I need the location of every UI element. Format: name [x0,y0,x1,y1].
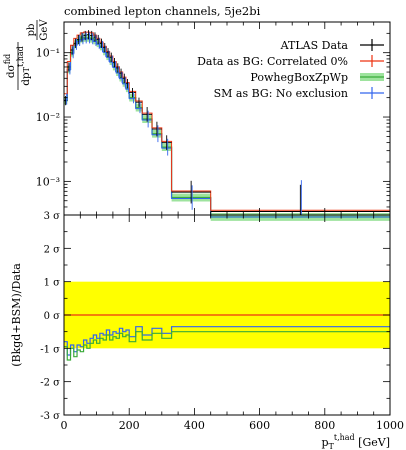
xlabel: pTt,had [GeV] [321,433,390,450]
main-ytick-label: 10⁻² [36,111,60,124]
ratio-ylabel: (Bkgd+BSM)/Data [10,263,23,367]
main-ytick-label: 10⁻³ [36,175,60,188]
xtick-label: 1000 [376,419,404,432]
main-ytick-label: 10⁻¹ [36,47,60,60]
main-ylabel-unit-num: pb [26,24,37,37]
ratio-ytick-label: 2 σ [44,244,61,255]
ratio-ytick-label: 0 σ [44,311,61,322]
xtick-label: 600 [249,419,270,432]
legend-label: Data as BG: Correlated 0% [197,55,348,68]
xtick-label: 400 [184,419,205,432]
main-plot [64,30,390,221]
legend: ATLAS Data Data as BG: Correlated 0% Powhe… [197,39,384,100]
xtick-label: 200 [119,419,140,432]
data-bg-line [64,31,390,211]
tick-layer: 10⁻³ 10⁻² 10⁻¹ 3 σ 2 σ 1 σ 0 σ -1 σ -2 σ -3 σ0 200… [36,22,404,432]
main-ylabel-units: pb GeV [26,19,50,41]
ratio-ytick-label: -3 σ [40,411,60,422]
ratio-plot [64,314,390,361]
xtick-label: 800 [314,419,335,432]
main-ylabel-numerator: dσfid [3,54,17,78]
main-ylabel-unit-den: GeV [39,19,50,41]
ratio-line-powhegboxzpwp [64,331,390,361]
legend-label: SM as BG: No exclusion [214,87,348,100]
legend-label: PowhegBoxZpWp [250,71,348,84]
legend-label: ATLAS Data [280,39,349,52]
ratio-ytick-label: 3 σ [44,211,61,222]
ratio-ytick-label: -1 σ [40,344,60,355]
ratio-line-sm-as-bg-no-exclusion [64,326,390,356]
xtick-label: 0 [61,419,68,432]
ratio-ytick-label: 1 σ [44,278,61,289]
ratio-ytick-label: -2 σ [40,378,60,389]
chart-title: combined lepton channels, 5je2bi [64,4,261,18]
